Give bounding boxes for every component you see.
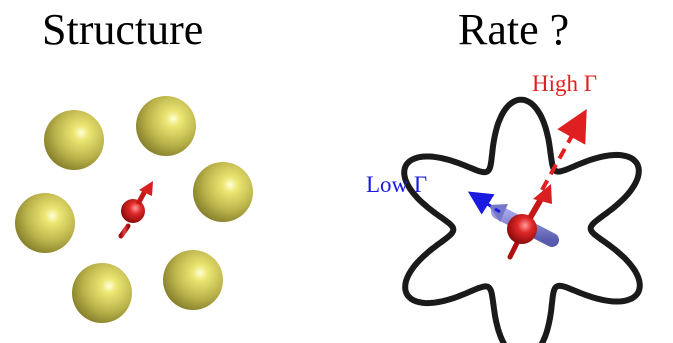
neighbor-sphere — [72, 263, 132, 323]
high-rate-arrow — [540, 108, 587, 191]
structure-title: Structure — [42, 5, 204, 54]
neighbor-sphere — [163, 250, 223, 310]
rate-panel: High Γ Low Γ — [366, 71, 643, 343]
low-rate-label: Low Γ — [366, 172, 427, 197]
neighbor-sphere — [44, 110, 104, 170]
structure-panel — [15, 96, 253, 323]
central-atom — [118, 181, 153, 239]
neighbor-sphere — [15, 193, 75, 253]
neighbor-sphere — [136, 96, 196, 156]
rate-title: Rate ? — [458, 5, 570, 54]
high-rate-label: High Γ — [532, 71, 597, 96]
neighbor-sphere — [193, 162, 253, 222]
probe-atom — [507, 184, 552, 260]
rate-outline — [401, 96, 643, 343]
